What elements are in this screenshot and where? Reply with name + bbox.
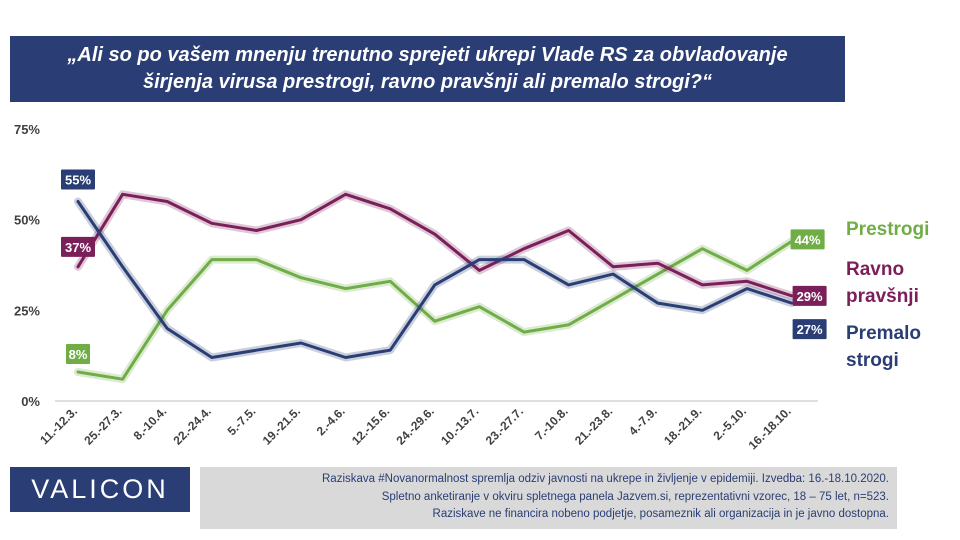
data-label-box bbox=[790, 229, 825, 250]
x-tick-label: 2.-5.10. bbox=[710, 404, 749, 443]
y-tick-label: 25% bbox=[14, 303, 40, 318]
footnote-line-2: Spletno anketiranje v okviru spletnega p… bbox=[381, 490, 889, 503]
data-label-box bbox=[61, 236, 95, 257]
data-label: 27% bbox=[797, 322, 823, 337]
series-line-prestrogi bbox=[76, 239, 794, 381]
data-label: 29% bbox=[797, 289, 823, 304]
data-label: 55% bbox=[65, 173, 91, 188]
x-tick-label: 18.-21.9. bbox=[661, 404, 704, 447]
data-label-box bbox=[792, 285, 827, 306]
data-label: 44% bbox=[795, 232, 821, 247]
legend-premalo-label-2: strogi bbox=[846, 350, 899, 371]
x-tick-label: 23.-27.7. bbox=[483, 404, 526, 447]
x-tick-label: 10.-13.7. bbox=[438, 404, 481, 447]
legend-premalo-strogi: Premalo strogi bbox=[846, 320, 921, 374]
x-tick-label: 11.-12.3. bbox=[37, 404, 80, 447]
legend-premalo-label-1: Premalo bbox=[846, 323, 921, 344]
y-tick-label: 75% bbox=[14, 122, 40, 137]
x-tick-label: 8.-10.4. bbox=[131, 404, 170, 443]
x-tick-label: 4.-7.9. bbox=[626, 404, 660, 438]
legend-ravno-pravsnji: Ravno pravšnji bbox=[846, 256, 919, 310]
legend-prestrogi: Prestrogi bbox=[846, 216, 929, 243]
data-label: 8% bbox=[69, 347, 88, 362]
legend-prestrogi-label: Prestrogi bbox=[846, 219, 930, 240]
valicon-logo: VALICON bbox=[10, 467, 190, 512]
x-tick-label: 19.-21.5. bbox=[260, 404, 303, 447]
x-tick-label: 24.-29.6. bbox=[394, 404, 437, 447]
x-tick-label: 25.-27.3. bbox=[81, 404, 124, 447]
footnote: Raziskava #Novanormalnost spremlja odziv… bbox=[200, 467, 897, 529]
footnote-line-1: Raziskava #Novanormalnost spremlja odziv… bbox=[322, 473, 889, 485]
data-label-box bbox=[61, 169, 95, 190]
data-label-box bbox=[66, 343, 90, 364]
series-line-premalo-strogi bbox=[76, 200, 794, 359]
chart-title-line-2: širjenja virusa prestrogi, ravno pravšnj… bbox=[142, 71, 713, 93]
x-tick-label: 16.-18.10. bbox=[746, 404, 794, 452]
chart-title-line-1: „Ali so po vašem mnenju trenutno sprejet… bbox=[67, 44, 788, 66]
series-line-ravno-prav-nji bbox=[76, 192, 794, 298]
footnote-line-3: Raziskave ne financira nobeno podjetje, … bbox=[432, 508, 889, 520]
y-tick-label: 0% bbox=[21, 394, 40, 409]
x-tick-label: 22.-24.4. bbox=[171, 404, 214, 447]
data-label-box bbox=[792, 319, 827, 340]
x-tick-label: 21.-23.8. bbox=[572, 404, 615, 447]
x-tick-label: 5.-7.5. bbox=[225, 404, 259, 438]
legend-ravno-label-2: pravšnji bbox=[846, 286, 919, 307]
x-tick-label: 7.-10.8. bbox=[532, 404, 571, 443]
chart-title: „Ali so po vašem mnenju trenutno sprejet… bbox=[10, 36, 845, 102]
x-tick-label: 2.-4.6. bbox=[314, 404, 348, 438]
data-label: 37% bbox=[65, 240, 91, 255]
y-tick-label: 50% bbox=[14, 213, 40, 228]
x-tick-label: 12.-15.6. bbox=[349, 404, 392, 447]
legend-ravno-label-1: Ravno bbox=[846, 259, 905, 280]
